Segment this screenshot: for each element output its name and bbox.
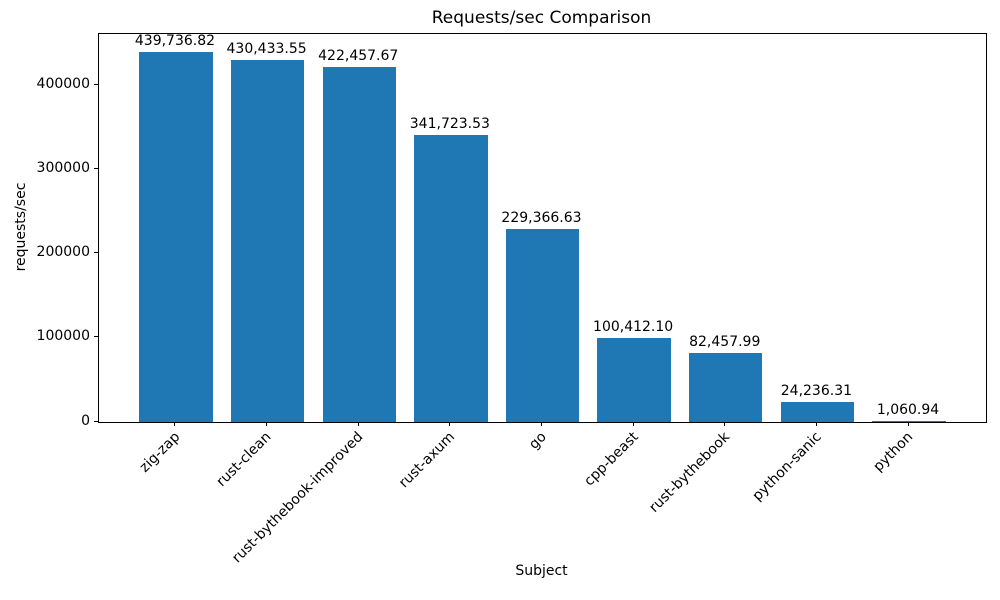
x-tick-mark	[632, 422, 634, 426]
bar-value-label: 422,457.67	[318, 47, 399, 64]
y-tick-mark	[94, 420, 98, 422]
y-tick-mark	[94, 252, 98, 254]
x-tick-mark	[907, 422, 909, 426]
bar-value-label: 100,412.10	[593, 318, 674, 335]
y-tick-label: 100000	[36, 328, 90, 345]
bar	[872, 421, 946, 422]
bar-value-label: 430,433.55	[226, 41, 307, 58]
bar	[230, 60, 305, 422]
plot-area	[98, 33, 987, 423]
y-tick-mark	[94, 336, 98, 338]
bar	[689, 352, 763, 422]
y-tick-label: 400000	[36, 76, 90, 93]
x-tick-label: python	[870, 429, 917, 475]
x-tick-label: go	[526, 429, 550, 453]
y-tick-label: 300000	[36, 160, 90, 177]
y-tick-mark	[94, 168, 98, 170]
bar-value-label: 341,723.53	[409, 115, 490, 132]
bar	[597, 337, 671, 422]
y-tick-label: 200000	[36, 244, 90, 261]
bar-value-label: 229,366.63	[501, 210, 582, 227]
bar	[780, 401, 855, 422]
bar-value-label: 24,236.31	[780, 382, 853, 399]
bar-value-label: 82,457.99	[689, 333, 761, 350]
x-tick-mark	[357, 422, 359, 426]
x-tick-mark	[174, 422, 176, 426]
bar	[414, 134, 488, 422]
x-axis-label: Subject	[515, 563, 568, 579]
x-tick-label: cpp-beast	[581, 429, 642, 490]
x-tick-label: rust-bythebook	[646, 429, 734, 516]
x-tick-label: rust-clean	[214, 429, 275, 490]
bar-value-label: 1,060.94	[876, 402, 940, 418]
x-tick-mark	[449, 422, 451, 426]
bar	[139, 52, 213, 422]
y-tick-label: 0	[81, 412, 90, 429]
x-tick-mark	[815, 422, 817, 426]
x-tick-mark	[541, 422, 542, 426]
x-tick-label: rust-axum	[396, 429, 459, 492]
bar	[505, 229, 580, 422]
x-tick-mark	[724, 422, 726, 426]
x-tick-label: python-sanic	[749, 429, 825, 505]
x-tick-mark	[266, 422, 268, 426]
chart-title: Requests/sec Comparison	[431, 8, 652, 28]
x-tick-label: zig-zap	[136, 429, 184, 476]
bar	[322, 67, 396, 422]
y-tick-mark	[94, 84, 98, 86]
bar-value-label: 439,736.82	[134, 33, 216, 50]
